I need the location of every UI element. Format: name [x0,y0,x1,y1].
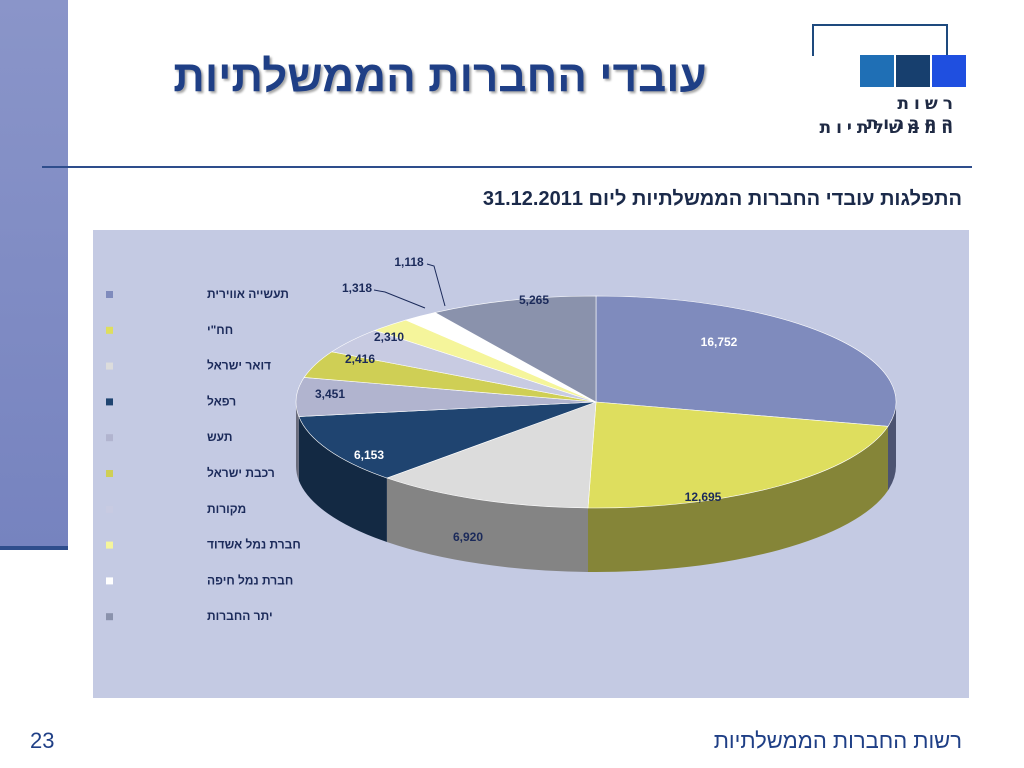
logo: רשות החברות הממשלתיות [806,16,972,146]
legend-label-1: חח"י [207,323,233,337]
logo-square-1 [860,55,894,87]
legend-swatch-9 [106,613,113,621]
value-label-8: 1,118 [394,255,424,269]
pie-side-2 [386,478,588,572]
value-label-5: 2,416 [345,352,375,366]
chart-title: התפלגות עובדי החברות הממשלתיות ליום 31.1… [482,188,962,210]
legend-label-8: חברת נמל חיפה [207,573,293,587]
value-label-6: 2,310 [374,330,404,344]
legend: תעשייה אווירית חח"י דואר ישראל רפאל תעש רכבת … [106,287,301,623]
logo-text-line2: הממשלתיות [819,118,958,138]
footer-text: רשות החברות הממשלתיות [713,728,962,753]
logo-square-2 [896,55,930,87]
pie-slice-9 [434,295,597,403]
page-number: 23 [30,728,55,753]
pie-top [295,295,897,509]
legend-swatch-4 [106,434,113,442]
legend-label-9: יתר החברות [207,609,273,623]
legend-swatch-2 [106,362,113,370]
legend-label-3: רפאל [207,394,236,408]
value-label-3: 6,153 [354,448,384,462]
slide-title: עובדי החברות הממשלתיות [173,52,707,101]
logo-square-3 [932,55,966,87]
pie-slice-2 [385,401,597,509]
legend-swatch-5 [106,470,113,477]
pie-slice-0 [595,295,897,427]
legend-swatch-1 [106,326,113,334]
legend-label-0: תעשייה אווירית [207,287,289,301]
legend-swatch-0 [106,291,113,298]
logo-text-line1: רשות החברות [866,94,958,134]
legend-label-2: דואר ישראל [207,359,271,373]
pie-chart: 16,752 12,695 6,920 6,153 3,451 2,416 2,310 1,3… [106,255,897,623]
legend-label-7: חברת נמל אשדוד [207,538,301,552]
legend-label-4: תעש [207,430,232,444]
value-label-2: 6,920 [453,530,483,544]
value-label-7: 1,318 [342,281,372,295]
value-label-4: 3,451 [315,387,345,401]
pie-side-3 [298,416,387,543]
leader-line-7 [373,289,426,309]
legend-label-6: מקורות [207,502,246,516]
legend-swatch-6 [106,505,113,513]
left-decor-bar [0,0,68,548]
pie-side-1 [587,426,888,572]
legend-swatch-8 [106,577,113,585]
title-rule [42,166,972,168]
value-label-0: 16,752 [701,335,738,349]
pie-slice-1 [587,401,889,509]
legend-label-5: רכבת ישראל [207,466,275,480]
pie-side-walls [296,402,896,572]
pie-side-0 [887,402,896,491]
leader-line-8 [426,263,446,307]
value-label-9: 5,265 [519,293,549,307]
legend-swatch-7 [106,541,113,549]
pie-slice-3 [298,401,597,479]
value-label-1: 12,695 [685,490,722,504]
chart-area: 16,752 12,695 6,920 6,153 3,451 2,416 2,310 1,3… [93,230,969,698]
legend-swatch-3 [106,398,113,406]
logo-frame [812,24,948,56]
pie-side-4 [296,402,299,481]
left-decor-bar-edge [0,546,68,550]
